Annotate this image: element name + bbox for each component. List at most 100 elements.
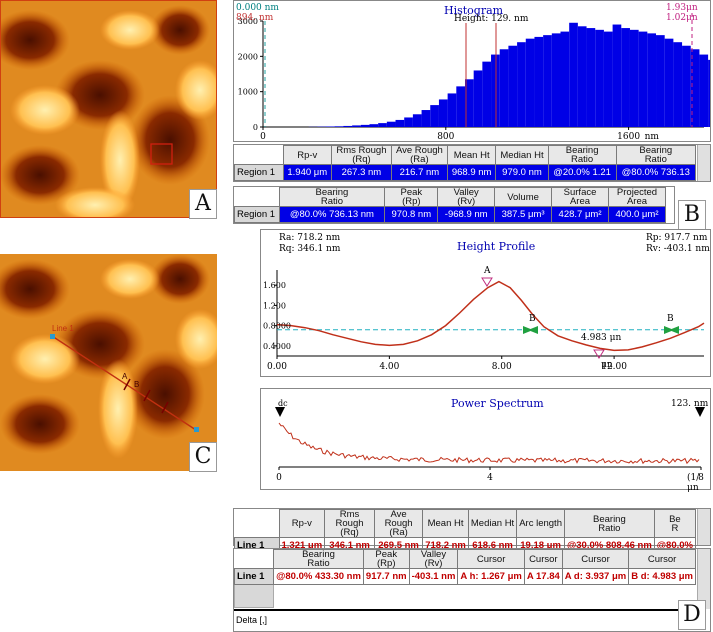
table-b1-cell[interactable]: 968.9 nm [447, 165, 495, 181]
table-d2-header: Valley (Rv) [409, 550, 458, 569]
profile-rv: Rv: -403.1 nm [646, 244, 710, 254]
profile-y-tick-label: 1.200 [263, 301, 286, 310]
histogram-bar [682, 46, 691, 127]
table-b1-row-label[interactable]: Region 1 [235, 165, 284, 181]
histogram-height-label: Height: 129. nm [454, 14, 528, 24]
profile-marker-a: A [484, 266, 491, 276]
profile-rp: Rp: 917.7 nm [646, 233, 707, 243]
histogram-x-tick-label: 800 [437, 132, 454, 141]
line-label-c: Line 1 [52, 324, 74, 333]
table-b1-scrollbar[interactable] [697, 145, 710, 181]
table-b2-cell[interactable]: 428.7 μm² [552, 207, 609, 223]
table-b1: Rp-v Rms Rough (Rq) Ave Rough (Ra) Mean … [234, 145, 696, 181]
table-b2-cell[interactable]: 970.8 nm [385, 207, 438, 223]
histogram-bar [508, 46, 517, 127]
table-b1-cell[interactable]: 979.0 nm [496, 165, 548, 181]
profile-distance-label: 4.983 μn [581, 333, 621, 343]
profile-ra: Ra: 718.2 nm [279, 233, 340, 243]
panel-letter-a: A [189, 189, 217, 219]
histogram-bar [474, 70, 483, 127]
table-d1-header: Mean Ht [423, 510, 469, 538]
table-b1-header: Ave Rough (Ra) [391, 146, 447, 165]
table-d2-cell[interactable]: A h: 1.267 μm [458, 569, 524, 585]
histogram-bar [448, 93, 457, 127]
histogram-bar [561, 32, 570, 127]
histogram-bar [578, 26, 587, 127]
afm-image-a [0, 0, 217, 218]
histogram-bar [361, 125, 370, 127]
table-d2-empty-row [235, 585, 274, 608]
histogram-x-tick-label: 1600 [617, 132, 640, 141]
histogram-y-tick-label: 0 [253, 123, 258, 132]
histogram-bar [691, 49, 700, 127]
histogram-y-tick-label: 1000 [238, 88, 258, 97]
profile-title: Height Profile [457, 240, 535, 253]
table-d1-header: Ave Rough (Ra) [374, 510, 422, 538]
table-b2-row-label[interactable]: Region 1 [235, 207, 280, 223]
table-b2-container: Bearing Ratio Peak (Rp) Valley (Rv) Volu… [233, 186, 675, 224]
table-d2-cell[interactable]: @80.0% 433.30 nm [274, 569, 364, 585]
table-b2-cell[interactable]: @80.0% 736.13 nm [279, 207, 385, 223]
table-b1-header: Rp-v [283, 146, 332, 165]
ps-dc-label: dc [278, 399, 288, 408]
table-b2-header: Projected Area [609, 188, 666, 207]
table-d2-header: Peak (Rp) [363, 550, 409, 569]
table-d2-cell[interactable]: -403.1 nm [409, 569, 458, 585]
profile-x-unit: μn [601, 360, 613, 370]
ps-x-unit: (1/μn [687, 473, 710, 493]
histogram-label-top-right-2: 1.02μn [666, 13, 698, 23]
table-d2-row-label[interactable]: Line 1 [235, 569, 274, 585]
table-b1-header: Mean Ht [447, 146, 495, 165]
histogram-bar [517, 42, 526, 127]
histogram-bar [378, 123, 387, 127]
table-b2-cell[interactable]: 400.0 μm² [609, 207, 666, 223]
histogram-bar [534, 37, 543, 127]
panel-letter-b: B [678, 200, 706, 230]
table-d2-header: Cursor [629, 550, 696, 569]
histogram-bar [430, 105, 439, 127]
histogram-bar [699, 55, 708, 127]
table-d2-header: Cursor [562, 550, 628, 569]
histogram-y-tick-label: 2000 [238, 52, 258, 61]
table-b1-header: Bearing Ratio [548, 146, 616, 165]
histogram-bar [543, 35, 552, 127]
delta-row-label[interactable]: Delta [,] [236, 615, 267, 625]
histogram-label-top-right-1: 1.93μn [666, 3, 698, 13]
table-d1-container: Rp-v Rms Rough (Rq) Ave Rough (Ra) Mean … [233, 508, 711, 546]
table-b2-cell[interactable]: 387.5 μm³ [495, 207, 552, 223]
table-d2-cell[interactable]: B d: 4.983 μm [629, 569, 696, 585]
histogram-label-top-left-1: 0.000 nm [236, 3, 279, 13]
table-d2-header: Bearing Ratio [274, 550, 364, 569]
table-d2-divider [234, 609, 696, 611]
table-b1-cell[interactable]: @20.0% 1.21 [548, 165, 616, 181]
table-d1-scrollbar[interactable] [697, 509, 710, 545]
histogram-bar [569, 23, 578, 127]
histogram-bar [708, 60, 710, 127]
ps-x-tick-label: 0 [276, 473, 282, 483]
table-b1-cell[interactable]: 267.3 nm [332, 165, 392, 181]
table-d2-cell[interactable]: 917.7 nm [363, 569, 409, 585]
profile-y-tick-label: 0.4000 [263, 342, 291, 351]
table-b2-header: Surface Area [552, 188, 609, 207]
histogram-bar [422, 110, 431, 127]
table-d2-container: Bearing Ratio Peak (Rp) Valley (Rv) Curs… [233, 548, 711, 632]
histogram-bar [413, 114, 422, 127]
histogram-bar [404, 117, 413, 127]
table-b2-cell[interactable]: -968.9 nm [438, 207, 495, 223]
table-d2-cell[interactable]: A d: 3.937 μm [562, 569, 628, 585]
histogram-bar [621, 28, 630, 127]
table-b1-header: Bearing Ratio [616, 146, 695, 165]
panel-letter-d: D [678, 600, 706, 630]
profile-x-tick-label: 0.00 [267, 362, 287, 372]
table-b1-cell[interactable]: @80.0% 736.13 [616, 165, 695, 181]
histogram-bar [639, 32, 648, 127]
table-b1-cell[interactable]: 1.940 μm [283, 165, 332, 181]
histogram-bar [665, 39, 674, 127]
histogram-label-top-left-2: 894. nm [236, 13, 273, 23]
histogram-bar [673, 42, 682, 127]
histogram-bar [456, 86, 465, 127]
table-d1-header: Arc length [517, 510, 565, 538]
table-d2-cell[interactable]: A 17.84 [524, 569, 562, 585]
table-b1-cell[interactable]: 216.7 nm [391, 165, 447, 181]
